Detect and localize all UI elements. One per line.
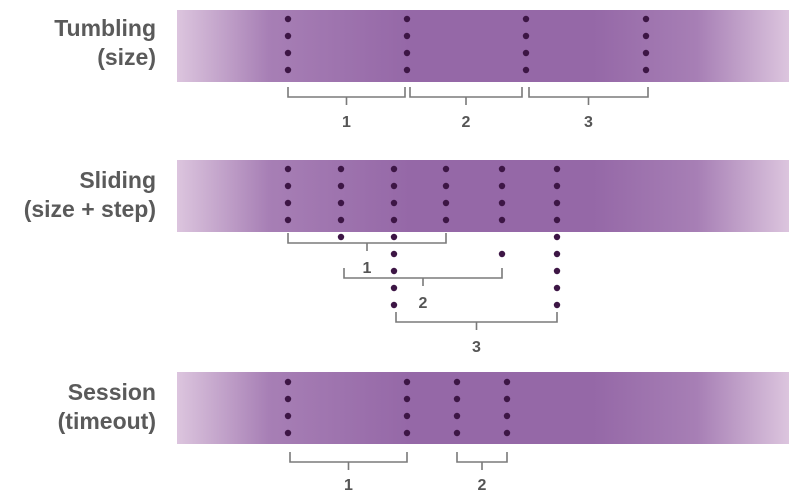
label-tumbling-line2: (size) bbox=[97, 44, 156, 70]
event-dot bbox=[337, 216, 345, 224]
event-dot bbox=[390, 250, 398, 258]
session-window-1 bbox=[289, 452, 408, 470]
event-dot bbox=[503, 429, 511, 437]
event-dot bbox=[403, 429, 411, 437]
tumbling-window-1 bbox=[287, 87, 406, 105]
event-dot bbox=[442, 165, 450, 173]
event-dot bbox=[503, 378, 511, 386]
event-dot bbox=[403, 15, 411, 23]
event-dot bbox=[442, 216, 450, 224]
event-dot bbox=[337, 165, 345, 173]
event-dot bbox=[442, 182, 450, 190]
band-tumbling bbox=[177, 10, 789, 82]
sliding-window-2 bbox=[343, 268, 503, 286]
event-dot bbox=[390, 301, 398, 309]
event-dot bbox=[284, 412, 292, 420]
event-dot bbox=[642, 49, 650, 57]
event-dot bbox=[553, 182, 561, 190]
event-dot bbox=[642, 32, 650, 40]
event-dot bbox=[453, 395, 461, 403]
label-session: Session (timeout) bbox=[0, 378, 156, 436]
event-dot bbox=[284, 165, 292, 173]
sliding-window-2-label: 2 bbox=[419, 295, 428, 312]
event-dot bbox=[390, 182, 398, 190]
sliding-window-3 bbox=[395, 312, 558, 330]
event-dot bbox=[390, 216, 398, 224]
event-dot bbox=[503, 412, 511, 420]
event-dot bbox=[403, 378, 411, 386]
session-window-1-label: 1 bbox=[344, 477, 353, 490]
event-dot bbox=[553, 284, 561, 292]
label-sliding: Sliding (size + step) bbox=[0, 166, 156, 224]
label-sliding-line1: Sliding bbox=[79, 167, 156, 193]
event-dot bbox=[553, 267, 561, 275]
event-dot bbox=[522, 32, 530, 40]
sliding-window-3-label: 3 bbox=[472, 339, 481, 356]
event-dot bbox=[284, 395, 292, 403]
event-dot bbox=[522, 49, 530, 57]
tumbling-window-2-label: 2 bbox=[462, 114, 471, 131]
event-dot bbox=[553, 250, 561, 258]
event-dot bbox=[284, 66, 292, 74]
event-dot bbox=[453, 378, 461, 386]
event-dot bbox=[390, 267, 398, 275]
tumbling-window-3-label: 3 bbox=[584, 114, 593, 131]
event-dot bbox=[403, 412, 411, 420]
event-dot bbox=[403, 66, 411, 74]
event-dot bbox=[442, 199, 450, 207]
session-window-2 bbox=[456, 452, 508, 470]
tumbling-window-3 bbox=[528, 87, 649, 105]
label-session-line2: (timeout) bbox=[57, 408, 156, 434]
session-window-2-label: 2 bbox=[478, 477, 487, 490]
event-dot bbox=[553, 233, 561, 241]
event-dot bbox=[390, 233, 398, 241]
tumbling-window-2 bbox=[409, 87, 523, 105]
event-dot bbox=[337, 199, 345, 207]
event-dot bbox=[522, 66, 530, 74]
event-dot bbox=[390, 165, 398, 173]
event-dot bbox=[642, 15, 650, 23]
band-sliding bbox=[177, 160, 789, 232]
event-dot bbox=[553, 165, 561, 173]
tumbling-window-1-label: 1 bbox=[342, 114, 351, 131]
sliding-window-1 bbox=[287, 233, 447, 251]
label-sliding-line2: (size + step) bbox=[23, 196, 156, 222]
label-tumbling: Tumbling (size) bbox=[0, 14, 156, 72]
sliding-window-1-label: 1 bbox=[363, 260, 372, 277]
event-dot bbox=[553, 199, 561, 207]
band-session bbox=[177, 372, 789, 444]
event-dot bbox=[284, 216, 292, 224]
event-dot bbox=[337, 182, 345, 190]
event-dot bbox=[284, 378, 292, 386]
event-dot bbox=[284, 199, 292, 207]
event-dot bbox=[498, 199, 506, 207]
event-dot bbox=[284, 32, 292, 40]
label-tumbling-line1: Tumbling bbox=[54, 15, 156, 41]
event-dot bbox=[337, 233, 345, 241]
event-dot bbox=[498, 165, 506, 173]
event-dot bbox=[498, 216, 506, 224]
event-dot bbox=[390, 284, 398, 292]
event-dot bbox=[503, 395, 511, 403]
event-dot bbox=[453, 412, 461, 420]
event-dot bbox=[498, 182, 506, 190]
event-dot bbox=[284, 15, 292, 23]
event-dot bbox=[498, 250, 506, 258]
event-dot bbox=[403, 49, 411, 57]
event-dot bbox=[284, 429, 292, 437]
event-dot bbox=[522, 15, 530, 23]
event-dot bbox=[403, 32, 411, 40]
event-dot bbox=[403, 395, 411, 403]
event-dot bbox=[642, 66, 650, 74]
event-dot bbox=[284, 182, 292, 190]
event-dot bbox=[553, 301, 561, 309]
event-dot bbox=[284, 49, 292, 57]
event-dot bbox=[553, 216, 561, 224]
event-dot bbox=[453, 429, 461, 437]
label-session-line1: Session bbox=[67, 379, 156, 405]
event-dot bbox=[390, 199, 398, 207]
